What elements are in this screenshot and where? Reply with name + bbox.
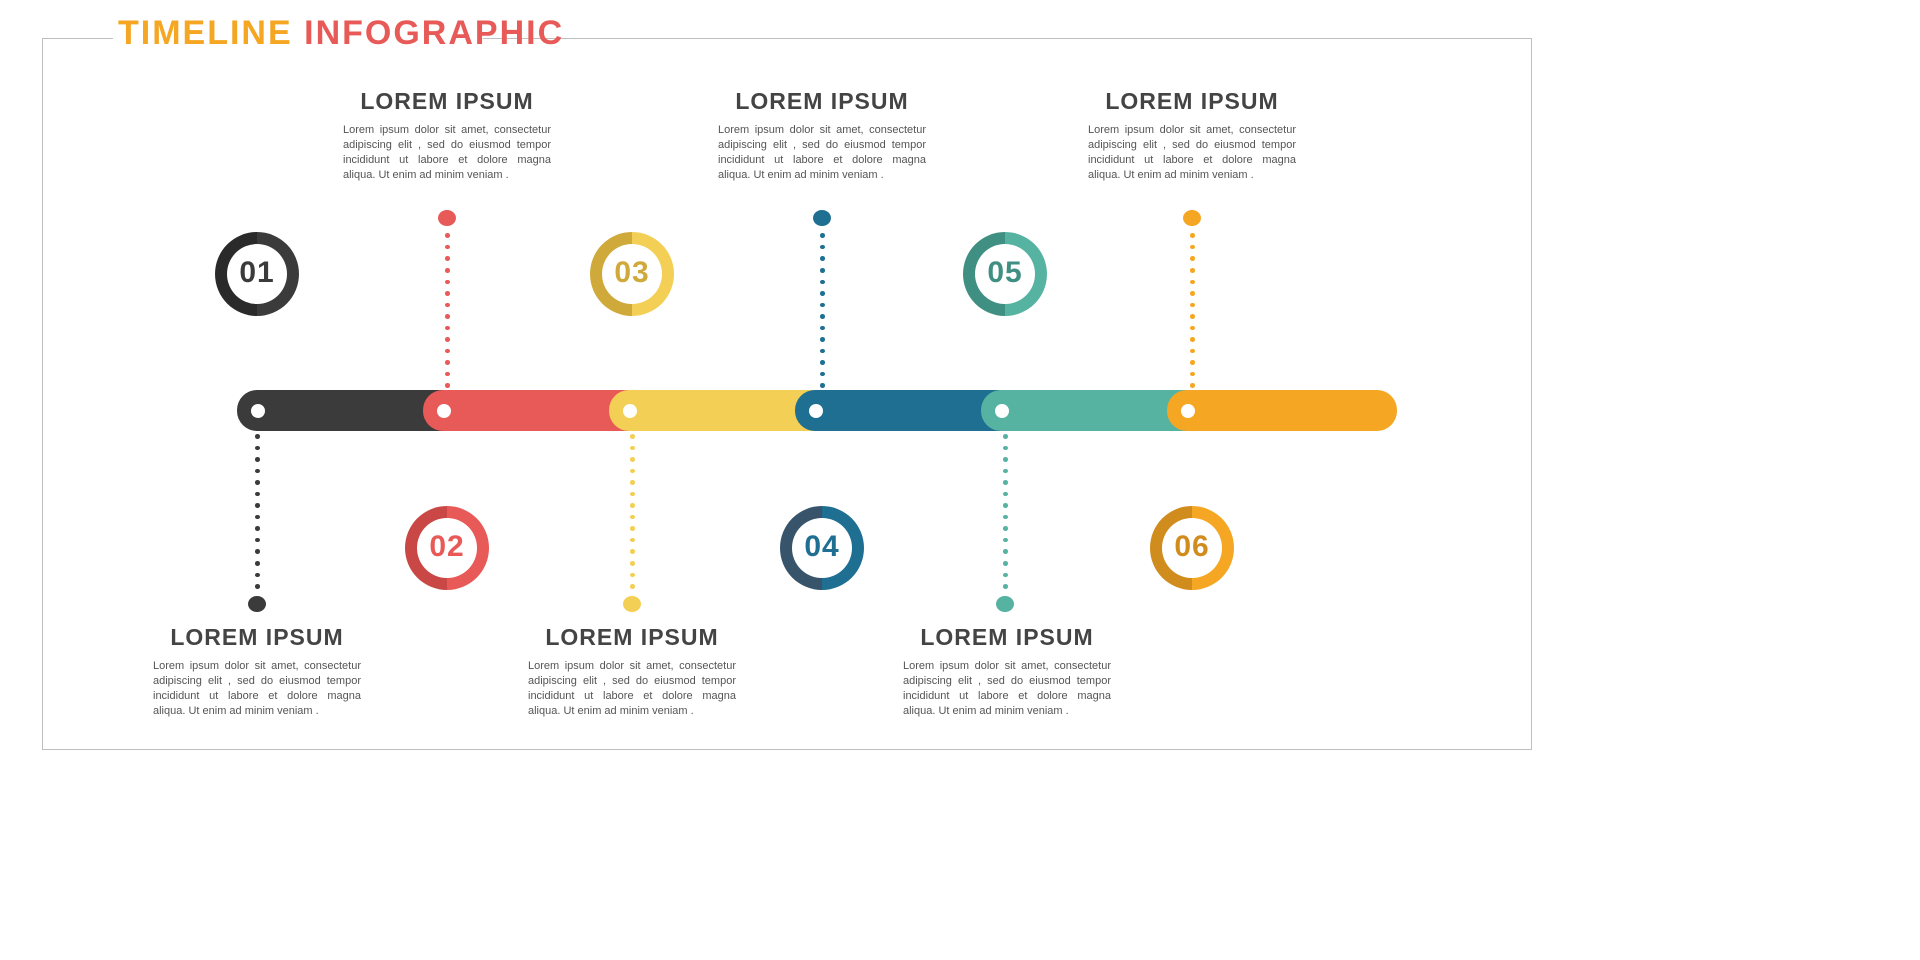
step-text-block: LOREM IPSUM Lorem ipsum dolor sit amet, c…	[337, 88, 557, 182]
step-heading: LOREM IPSUM	[712, 88, 932, 115]
step-body: Lorem ipsum dolor sit amet, consectetur …	[337, 123, 557, 182]
connector-head-dot	[1183, 210, 1201, 226]
step-heading: LOREM IPSUM	[147, 624, 367, 651]
timeline-canvas: 01 LOREM IPSUM Lorem ipsum dolor sit amet,…	[42, 38, 1532, 750]
connector-head-dot	[248, 596, 266, 612]
step-heading: LOREM IPSUM	[1082, 88, 1302, 115]
timeline-bar	[237, 390, 1397, 431]
step-number: 04	[804, 530, 839, 564]
step-number: 01	[239, 256, 274, 290]
segment-dot	[995, 404, 1009, 418]
step-heading: LOREM IPSUM	[522, 624, 742, 651]
step-text-block: LOREM IPSUM Lorem ipsum dolor sit amet, c…	[522, 624, 742, 718]
step-number: 02	[429, 530, 464, 564]
connector-head-dot	[438, 210, 456, 226]
segment-dot	[1181, 404, 1195, 418]
connector-line	[996, 434, 1014, 612]
step-body: Lorem ipsum dolor sit amet, consectetur …	[712, 123, 932, 182]
connector-line	[813, 210, 831, 388]
connector-line	[438, 210, 456, 388]
connector-head-dot	[623, 596, 641, 612]
segment-dot	[251, 404, 265, 418]
step-pin: 01	[209, 226, 305, 348]
timeline-segment	[981, 390, 1187, 431]
step-text-block: LOREM IPSUM Lorem ipsum dolor sit amet, c…	[147, 624, 367, 718]
segment-dot	[809, 404, 823, 418]
step-number: 06	[1174, 530, 1209, 564]
step-pin: 04	[774, 474, 870, 596]
connector-head-dot	[996, 596, 1014, 612]
step-pin: 03	[584, 226, 680, 348]
step-heading: LOREM IPSUM	[337, 88, 557, 115]
step-pin: 06	[1144, 474, 1240, 596]
step-body: Lorem ipsum dolor sit amet, consectetur …	[522, 659, 742, 718]
step-text-block: LOREM IPSUM Lorem ipsum dolor sit amet, c…	[897, 624, 1117, 718]
step-text-block: LOREM IPSUM Lorem ipsum dolor sit amet, c…	[712, 88, 932, 182]
step-number: 03	[614, 256, 649, 290]
timeline-segment	[1167, 390, 1397, 431]
step-body: Lorem ipsum dolor sit amet, consectetur …	[897, 659, 1117, 718]
step-text-block: LOREM IPSUM Lorem ipsum dolor sit amet, c…	[1082, 88, 1302, 182]
connector-line	[623, 434, 641, 612]
segment-dot	[437, 404, 451, 418]
segment-dot	[623, 404, 637, 418]
step-body: Lorem ipsum dolor sit amet, consectetur …	[1082, 123, 1302, 182]
timeline-segment	[423, 390, 629, 431]
step-body: Lorem ipsum dolor sit amet, consectetur …	[147, 659, 367, 718]
step-pin: 05	[957, 226, 1053, 348]
timeline-segment	[237, 390, 443, 431]
connector-head-dot	[813, 210, 831, 226]
connector-line	[1183, 210, 1201, 388]
step-pin: 02	[399, 474, 495, 596]
step-heading: LOREM IPSUM	[897, 624, 1117, 651]
step-number: 05	[987, 256, 1022, 290]
timeline-segment	[795, 390, 1001, 431]
connector-line	[248, 434, 266, 612]
timeline-segment	[609, 390, 815, 431]
